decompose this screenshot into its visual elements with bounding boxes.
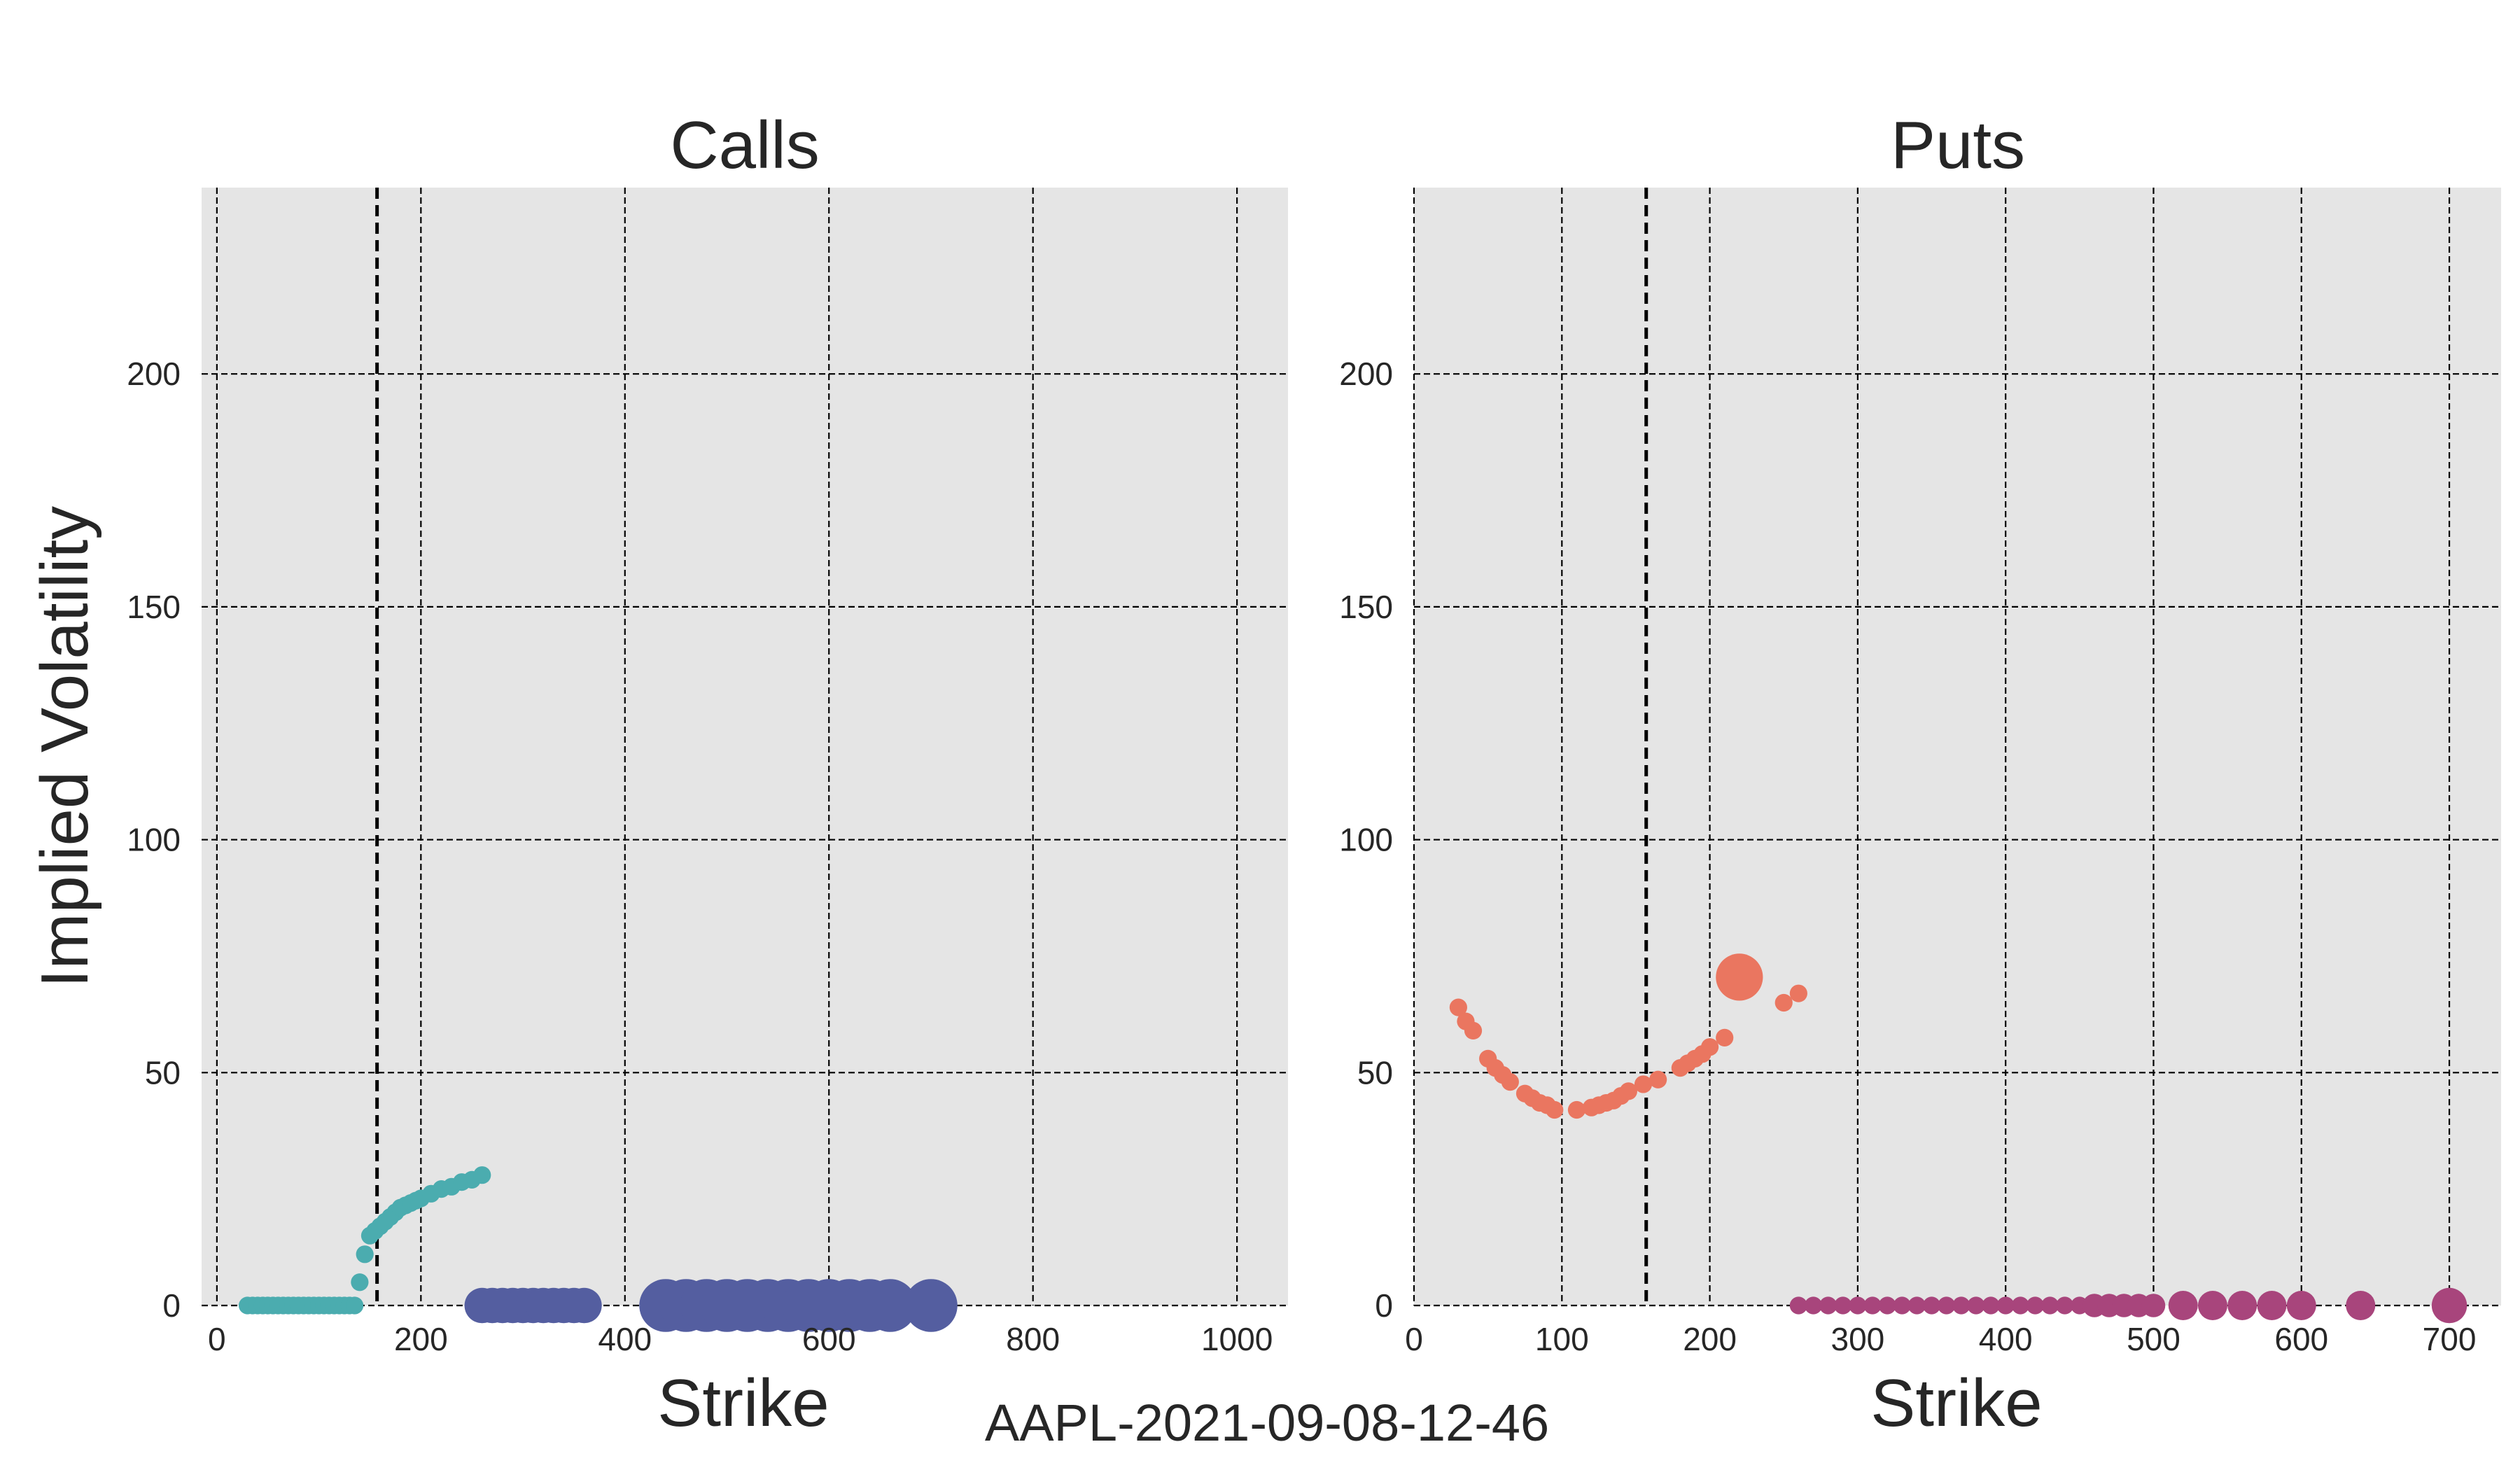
calls-panel: 0 200 400 600 800 1000 0 50 100 150 200 Calls Str… xyxy=(27,108,1288,1441)
calls-plot-area xyxy=(202,188,1288,1306)
puts-series-1-point xyxy=(1996,1296,2015,1315)
puts-series-1-point xyxy=(2346,1291,2376,1320)
puts-scatter-points xyxy=(1449,953,2468,1324)
puts-series-1-point xyxy=(1849,1296,1867,1315)
puts-x-tick-label: 600 xyxy=(2274,1321,2328,1357)
puts-series-1-point xyxy=(2286,1291,2316,1320)
puts-series-1-point xyxy=(1789,1296,1807,1315)
puts-series-1-point xyxy=(1863,1296,1882,1315)
puts-series-1-point xyxy=(1967,1296,1985,1315)
puts-series-1-point xyxy=(2257,1291,2287,1320)
calls-series-0-point xyxy=(345,1296,364,1315)
puts-x-tick-label: 200 xyxy=(1683,1321,1737,1357)
puts-x-tick-label: 300 xyxy=(1831,1321,1885,1357)
puts-series-1-point xyxy=(2040,1296,2059,1315)
puts-x-tick-label: 100 xyxy=(1535,1321,1589,1357)
puts-x-tick-label: 400 xyxy=(1979,1321,2033,1357)
puts-series-0-point xyxy=(1649,1070,1667,1088)
puts-gridlines xyxy=(1413,188,2501,1307)
calls-series-0-point xyxy=(356,1245,374,1264)
puts-x-tick-label: 500 xyxy=(2127,1321,2180,1357)
puts-series-1-point xyxy=(1834,1296,1852,1315)
calls-y-tick-label: 50 xyxy=(145,1054,181,1091)
puts-series-0-point xyxy=(1789,984,1807,1002)
puts-y-tick-label: 150 xyxy=(1339,589,1393,625)
puts-plot-area xyxy=(1414,188,2501,1306)
calls-series-0-point xyxy=(351,1273,369,1292)
puts-series-1-point xyxy=(2197,1291,2227,1320)
calls-series-1-point xyxy=(863,1279,917,1332)
calls-y-tick-label: 100 xyxy=(127,822,181,858)
puts-title: Puts xyxy=(1891,108,2025,183)
puts-series-0-point xyxy=(1619,1082,1637,1100)
puts-series-0-point xyxy=(1700,1038,1719,1056)
puts-series-1-point xyxy=(1952,1296,1970,1315)
calls-series-1-point xyxy=(904,1279,958,1332)
calls-gridlines xyxy=(202,188,1288,1307)
puts-series-1-point xyxy=(2168,1291,2198,1320)
puts-series-1-point xyxy=(1819,1296,1837,1315)
calls-series-1-point xyxy=(566,1287,602,1324)
puts-series-0-point xyxy=(1567,1100,1586,1119)
figure-caption: AAPL-2021-09-08-12-46 xyxy=(985,1394,1549,1452)
puts-x-tick-label: 700 xyxy=(2423,1321,2477,1357)
calls-y-tick-label: 150 xyxy=(127,589,181,625)
puts-series-1-point xyxy=(2431,1287,2468,1324)
calls-y-tick-label: 0 xyxy=(162,1287,181,1324)
puts-panel: 0 100 200 300 400 500 600 700 0 50 100 150 200 Puts… xyxy=(1339,108,2501,1441)
calls-x-tick-label: 400 xyxy=(598,1321,652,1357)
puts-series-0-point xyxy=(1634,1075,1653,1093)
puts-x-tick-label: 0 xyxy=(1405,1321,1423,1357)
puts-series-1-point xyxy=(2056,1296,2074,1315)
puts-y-tick-label: 100 xyxy=(1339,822,1393,858)
calls-series-0-point xyxy=(473,1166,491,1184)
puts-series-1-point xyxy=(2227,1291,2258,1320)
puts-series-1-point xyxy=(1804,1296,1823,1315)
puts-x-tick-labels: 0 100 200 300 400 500 600 700 xyxy=(1405,1321,2476,1357)
puts-x-axis-label: Strike xyxy=(1870,1366,2042,1441)
puts-series-1-point xyxy=(1907,1296,1926,1315)
puts-series-1-point xyxy=(2141,1294,2166,1317)
puts-series-0-point xyxy=(1449,998,1467,1016)
calls-x-tick-labels: 0 200 400 600 800 1000 xyxy=(208,1321,1273,1357)
puts-series-0-point xyxy=(1501,1073,1519,1091)
puts-y-tick-labels: 0 50 100 150 200 xyxy=(1339,356,1393,1324)
calls-x-tick-label: 600 xyxy=(802,1321,856,1357)
calls-scatter-points xyxy=(238,1166,958,1332)
puts-series-0-point xyxy=(1716,1028,1734,1046)
calls-y-tick-labels: 0 50 100 150 200 xyxy=(127,356,181,1324)
calls-x-axis-label: Strike xyxy=(657,1366,829,1441)
puts-series-1-point xyxy=(1878,1296,1896,1315)
calls-x-tick-label: 1000 xyxy=(1201,1321,1273,1357)
puts-series-1-point xyxy=(2011,1296,2029,1315)
puts-series-1-point xyxy=(1982,1296,2000,1315)
puts-series-1-point xyxy=(1938,1296,1956,1315)
puts-y-tick-label: 0 xyxy=(1375,1287,1393,1324)
calls-y-tick-label: 200 xyxy=(127,356,181,392)
calls-x-tick-label: 0 xyxy=(208,1321,226,1357)
calls-title: Calls xyxy=(670,108,819,183)
puts-y-tick-label: 200 xyxy=(1339,356,1393,392)
puts-series-1-point xyxy=(2026,1296,2045,1315)
puts-series-0-point xyxy=(1546,1100,1564,1119)
puts-series-1-point xyxy=(1922,1296,1941,1315)
puts-series-0-point xyxy=(1716,953,1763,1001)
puts-series-0-point xyxy=(1774,993,1793,1012)
puts-series-1-point xyxy=(1893,1296,1911,1315)
puts-series-0-point xyxy=(1464,1021,1483,1040)
calls-x-tick-label: 200 xyxy=(394,1321,448,1357)
calls-y-axis-label: Implied Volatility xyxy=(27,506,102,988)
calls-x-tick-label: 800 xyxy=(1006,1321,1060,1357)
puts-y-tick-label: 50 xyxy=(1357,1054,1393,1091)
